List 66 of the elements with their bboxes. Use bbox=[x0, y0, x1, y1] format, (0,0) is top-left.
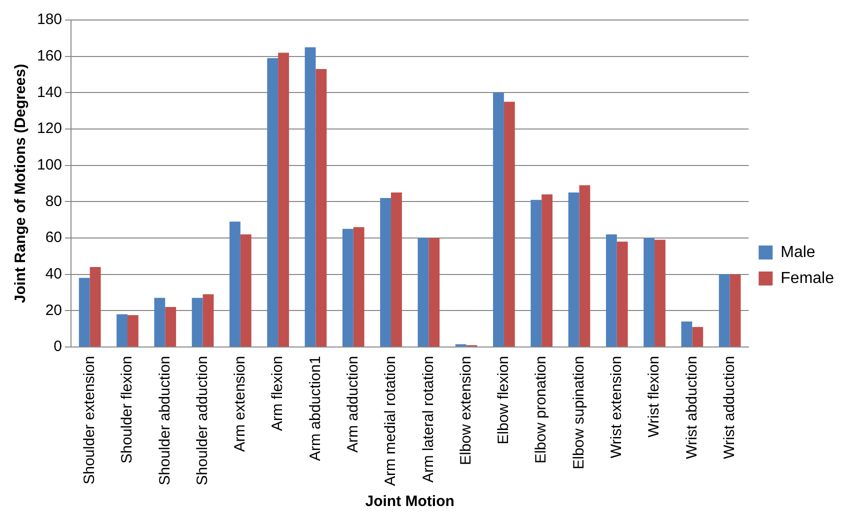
bar bbox=[116, 314, 128, 346]
x-tick-label: Shoulder abduction bbox=[156, 356, 174, 486]
bar bbox=[654, 240, 666, 346]
y-tick-label: 20 bbox=[45, 302, 62, 319]
x-tick-label: Arm extension bbox=[232, 356, 249, 452]
legend-label: Female bbox=[780, 270, 834, 287]
y-axis-title: Joint Range of Motions (Degrees) bbox=[12, 64, 30, 304]
bar bbox=[380, 198, 392, 346]
x-tick-label: Shoulder adduction bbox=[194, 356, 211, 486]
bar bbox=[579, 185, 590, 346]
bar bbox=[316, 69, 327, 346]
bar bbox=[568, 192, 580, 346]
bar bbox=[78, 278, 90, 346]
bar bbox=[127, 315, 138, 346]
x-axis-title: Joint Motion bbox=[365, 493, 454, 510]
y-tick-label: 80 bbox=[45, 192, 62, 210]
bar bbox=[542, 194, 553, 346]
bar bbox=[418, 238, 429, 346]
bar bbox=[353, 227, 364, 346]
legend-label: Male bbox=[780, 244, 816, 261]
bar bbox=[202, 294, 214, 346]
x-tick-label: Arm abduction1 bbox=[306, 356, 324, 462]
x-tick-label: Wrist extension bbox=[608, 356, 626, 458]
bar bbox=[493, 92, 504, 346]
y-tick-label: 180 bbox=[36, 11, 62, 28]
bar bbox=[530, 200, 542, 346]
x-tick-label: Elbow extension bbox=[457, 356, 474, 466]
bar bbox=[304, 47, 316, 346]
y-tick-label: 100 bbox=[36, 156, 62, 174]
bar bbox=[230, 222, 240, 346]
bar bbox=[504, 102, 515, 346]
y-tick-label: 160 bbox=[36, 47, 62, 64]
x-tick-label: Wrist flexion bbox=[646, 356, 663, 438]
x-tick-label: Arm lateral rotation bbox=[420, 356, 437, 483]
bar bbox=[606, 234, 617, 346]
x-tick-label: Elbow supination bbox=[570, 356, 588, 470]
bar bbox=[165, 306, 176, 346]
bar bbox=[391, 192, 402, 346]
bar bbox=[718, 274, 730, 346]
y-tick-label: 140 bbox=[36, 84, 62, 101]
bar bbox=[428, 238, 440, 346]
y-tick-label: 60 bbox=[45, 229, 62, 246]
y-tick-label: 0 bbox=[54, 338, 62, 356]
y-tick-label: 40 bbox=[45, 265, 62, 282]
x-tick-label: Elbow pronation bbox=[532, 356, 550, 464]
bar bbox=[644, 238, 655, 346]
bar bbox=[90, 267, 101, 346]
x-tick-label: Shoulder extension bbox=[80, 356, 98, 484]
bar bbox=[278, 52, 289, 346]
bar bbox=[692, 326, 704, 346]
bar bbox=[342, 228, 354, 346]
x-tick-label: Elbow flexion bbox=[495, 356, 512, 444]
x-tick-label: Arm medial rotation bbox=[382, 356, 400, 486]
x-tick-label: Shoulder flexion bbox=[118, 356, 136, 464]
x-tick-label: Wrist adduction bbox=[720, 356, 738, 460]
bar bbox=[730, 274, 741, 346]
bar bbox=[240, 234, 252, 346]
y-tick-label: 120 bbox=[36, 120, 62, 138]
bar bbox=[681, 322, 692, 346]
x-tick-label: Arm flexion bbox=[269, 356, 286, 431]
bar bbox=[616, 242, 628, 346]
x-tick-label: Arm adduction bbox=[344, 356, 362, 453]
x-tick-label: Wrist abduction bbox=[683, 356, 700, 460]
bar bbox=[154, 298, 166, 346]
bar bbox=[267, 58, 278, 346]
bar bbox=[192, 298, 203, 346]
